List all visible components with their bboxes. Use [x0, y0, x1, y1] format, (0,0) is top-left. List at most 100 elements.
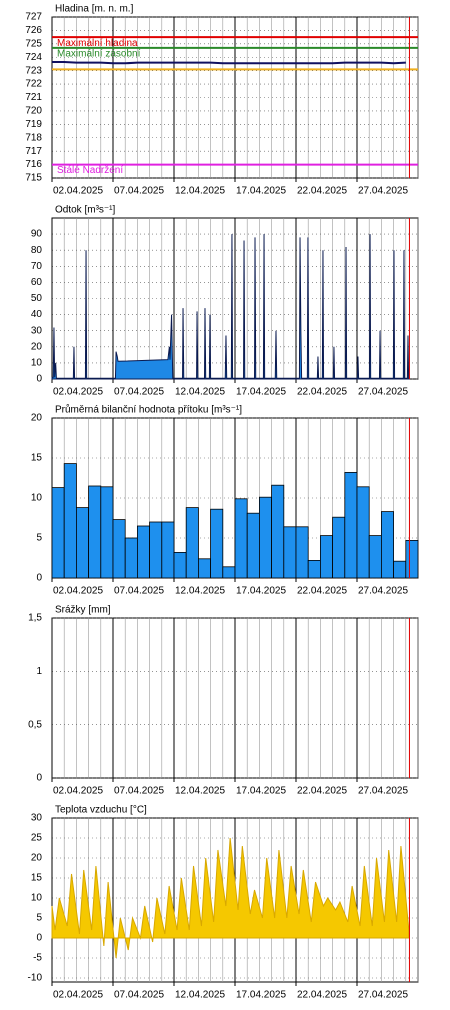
- bar: [380, 511, 394, 579]
- x-tick-label: 02.04.2025: [53, 186, 103, 197]
- y-tick-label: 0,5: [28, 719, 42, 730]
- bar: [295, 526, 309, 579]
- x-tick-label: 12.04.2025: [175, 786, 225, 797]
- bar: [88, 485, 102, 579]
- y-tick-label: 1,5: [28, 613, 42, 624]
- y-tick-label: 90: [31, 229, 43, 240]
- x-tick-label: 07.04.2025: [114, 586, 164, 597]
- bar: [356, 486, 370, 579]
- x-tick-label: 17.04.2025: [236, 387, 286, 398]
- bar: [283, 526, 297, 579]
- y-tick-label: 20: [31, 413, 43, 424]
- y-tick-label: 10: [31, 358, 43, 369]
- y-tick-label: 0: [36, 773, 42, 784]
- y-tick-label: 10: [31, 893, 43, 904]
- x-tick-label: 22.04.2025: [297, 786, 347, 797]
- y-tick-label: 50: [31, 293, 43, 304]
- y-tick-label: 40: [31, 309, 43, 320]
- x-tick-label: 27.04.2025: [358, 786, 408, 797]
- y-tick-label: 722: [25, 79, 42, 90]
- bar: [124, 537, 138, 579]
- y-tick-label: 5: [36, 533, 42, 544]
- chart-title: Průměrná bilanční hodnota přítoku [m³s⁻¹…: [55, 404, 242, 416]
- bar: [149, 521, 163, 579]
- area: [51, 234, 410, 380]
- x-tick-label: 17.04.2025: [236, 186, 286, 197]
- x-tick-label: 27.04.2025: [358, 186, 408, 197]
- bar: [271, 484, 285, 579]
- bar: [100, 486, 114, 579]
- chart-title: Odtok [m³s⁻¹]: [55, 205, 116, 216]
- x-tick-label: 02.04.2025: [53, 786, 103, 797]
- series-label: Maximální zásobní: [57, 48, 141, 59]
- bar: [136, 525, 150, 579]
- x-tick-label: 07.04.2025: [114, 387, 164, 398]
- chart-title: Teplota vzduchu [°C]: [55, 805, 147, 816]
- y-tick-label: 70: [31, 261, 43, 272]
- x-tick-label: 12.04.2025: [175, 990, 225, 1001]
- x-tick-label: 22.04.2025: [297, 186, 347, 197]
- bar: [332, 516, 346, 579]
- x-tick-label: 17.04.2025: [236, 586, 286, 597]
- x-tick-label: 17.04.2025: [236, 990, 286, 1001]
- x-tick-label: 02.04.2025: [53, 387, 103, 398]
- y-tick-label: 717: [25, 146, 42, 157]
- y-tick-label: 30: [31, 325, 43, 336]
- x-tick-label: 22.04.2025: [297, 387, 347, 398]
- bar: [344, 471, 358, 579]
- x-tick-label: 02.04.2025: [53, 586, 103, 597]
- bar: [197, 558, 211, 579]
- y-tick-label: 724: [25, 52, 42, 63]
- y-tick-label: 0: [36, 374, 42, 385]
- series-line: [52, 60, 406, 65]
- x-tick-label: 17.04.2025: [236, 786, 286, 797]
- x-tick-label: 27.04.2025: [358, 990, 408, 1001]
- y-tick-label: 20: [31, 853, 43, 864]
- y-tick-label: 25: [31, 833, 43, 844]
- y-tick-label: 80: [31, 245, 43, 256]
- y-tick-label: 15: [31, 873, 43, 884]
- y-tick-label: 721: [25, 92, 42, 103]
- x-tick-label: 22.04.2025: [297, 990, 347, 1001]
- bar: [319, 535, 333, 579]
- x-tick-label: 07.04.2025: [114, 786, 164, 797]
- y-tick-label: 720: [25, 106, 42, 117]
- bar: [234, 498, 248, 579]
- x-tick-label: 22.04.2025: [297, 586, 347, 597]
- bar: [112, 519, 126, 579]
- y-tick-label: 60: [31, 277, 43, 288]
- y-tick-label: 718: [25, 132, 42, 143]
- bar: [185, 507, 199, 579]
- series-label: Stálé Nadržení: [57, 165, 123, 176]
- bar: [222, 566, 236, 579]
- y-tick-label: 15: [31, 453, 43, 464]
- y-tick-label: 726: [25, 25, 42, 36]
- y-tick-label: 20: [31, 341, 43, 352]
- x-tick-label: 12.04.2025: [175, 186, 225, 197]
- bar: [63, 463, 77, 579]
- y-tick-label: 716: [25, 159, 42, 170]
- chart-title: Hladina [m. n. m.]: [55, 4, 134, 15]
- y-tick-label: 727: [25, 12, 42, 23]
- y-tick-label: 1: [36, 666, 42, 677]
- bar: [161, 521, 175, 579]
- y-tick-label: 0: [36, 933, 42, 944]
- x-tick-label: 12.04.2025: [175, 586, 225, 597]
- area: [51, 837, 410, 959]
- x-tick-label: 07.04.2025: [114, 186, 164, 197]
- y-tick-label: 719: [25, 119, 42, 130]
- y-tick-label: -5: [33, 953, 42, 964]
- bar: [405, 540, 419, 579]
- x-tick-label: 12.04.2025: [175, 387, 225, 398]
- bar: [51, 487, 65, 579]
- x-tick-label: 27.04.2025: [358, 586, 408, 597]
- y-tick-label: 725: [25, 38, 42, 49]
- x-tick-label: 27.04.2025: [358, 387, 408, 398]
- y-tick-label: -10: [28, 973, 43, 984]
- chart-title: Srážky [mm]: [55, 605, 111, 616]
- bar: [258, 496, 272, 579]
- series-label: Maximální hladina: [57, 38, 138, 49]
- y-tick-label: 5: [36, 913, 42, 924]
- y-tick-label: 723: [25, 65, 42, 76]
